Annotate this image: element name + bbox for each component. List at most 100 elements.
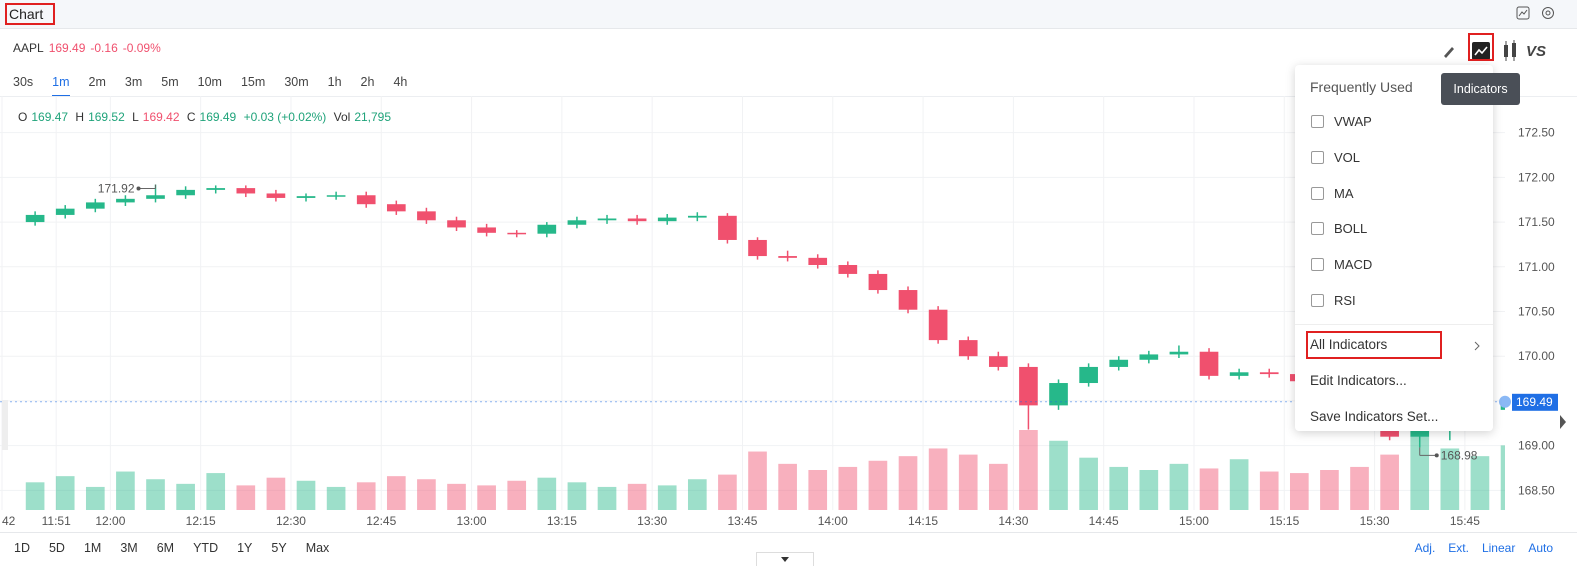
scale-option[interactable]: Adj.	[1414, 541, 1436, 555]
interval-button[interactable]: 1m	[52, 75, 70, 97]
volume-bar	[326, 486, 346, 510]
checkbox[interactable]	[1311, 115, 1324, 128]
menu-checkbox[interactable]: RSI	[1311, 293, 1356, 308]
volume-bar	[1139, 470, 1159, 510]
volume-bar	[567, 482, 587, 510]
volume-bar	[1259, 471, 1279, 510]
vs-button[interactable]: VS	[1526, 43, 1546, 60]
y-tick-label: 168.50	[1518, 483, 1555, 497]
menu-label: MACD	[1334, 257, 1373, 273]
menu-item[interactable]: All Indicators	[1310, 337, 1388, 352]
menu-item[interactable]: Save Indicators Set...	[1310, 409, 1439, 424]
x-tick-label: 15:15	[1269, 514, 1299, 528]
annotation-dot	[1434, 453, 1439, 458]
x-tick-label: 13:00	[457, 514, 487, 528]
menu-checkbox[interactable]: VOL	[1311, 150, 1360, 165]
checkbox[interactable]	[1311, 150, 1324, 164]
checkbox[interactable]	[1311, 294, 1324, 307]
range-button[interactable]: YTD	[193, 541, 219, 555]
candle-icon[interactable]	[1504, 40, 1516, 61]
interval-button[interactable]: 3m	[124, 75, 143, 89]
volume-bar	[1500, 445, 1505, 510]
interval-button[interactable]: 10m	[197, 75, 222, 89]
checkbox[interactable]	[1311, 186, 1324, 200]
interval-button[interactable]: 5m	[161, 75, 179, 89]
candle-body	[116, 198, 135, 203]
interval-button[interactable]: 1h	[327, 75, 342, 89]
range-button[interactable]: 1D	[14, 541, 30, 555]
legend-change: +0.03 (+0.02%)	[243, 110, 327, 124]
checkbox[interactable]	[1311, 222, 1324, 236]
range-bar: 1D 5D 1M 3M 6M YTD 1Y 5Y Max	[14, 541, 348, 555]
divider	[0, 96, 1577, 97]
side-handle[interactable]	[1560, 415, 1566, 429]
range-button[interactable]: 6M	[156, 541, 175, 555]
menu-label: VOL	[1334, 149, 1361, 165]
range-button[interactable]: Max	[305, 541, 330, 555]
volume-bar	[1380, 454, 1399, 510]
legend-value: 169.49	[199, 110, 237, 124]
menu-checkbox[interactable]: BOLL	[1311, 221, 1367, 236]
volume-bar	[988, 463, 1008, 510]
candle-body	[687, 215, 707, 218]
range-button[interactable]: 5D	[48, 541, 65, 555]
legend-label: O	[18, 110, 28, 124]
volume-bar	[748, 451, 767, 510]
x-tick-label: 42	[2, 514, 16, 528]
checkbox[interactable]	[1311, 258, 1324, 272]
submenu-arrow	[1474, 341, 1480, 351]
range-button[interactable]: 3M	[120, 541, 138, 555]
range-button[interactable]: 5Y	[271, 541, 287, 555]
side-handle[interactable]	[2, 400, 8, 450]
y-tick-label: 172.50	[1518, 126, 1555, 140]
x-tick-label: 13:30	[637, 514, 667, 528]
interval-button[interactable]: 2m	[88, 75, 106, 89]
volume-bar	[1229, 459, 1249, 510]
scale-option[interactable]: Auto	[1528, 541, 1553, 555]
highlight-box	[1468, 33, 1494, 61]
interval-button[interactable]: 2h	[360, 75, 375, 89]
volume-bar	[85, 486, 105, 510]
candle-body	[1079, 366, 1098, 384]
menu-checkbox[interactable]: MACD	[1311, 257, 1372, 272]
interval-button[interactable]: 30s	[13, 75, 34, 89]
last-price-dot	[1499, 395, 1511, 408]
x-tick-label: 12:30	[276, 514, 306, 528]
candle-body	[146, 195, 165, 199]
draw-icon[interactable]	[1444, 47, 1454, 58]
toolbar-icons: VS	[1444, 40, 1546, 61]
scale-options: Adj. Ext. Linear Auto	[1402, 541, 1553, 555]
volume-bar	[417, 479, 436, 510]
scale-option[interactable]: Linear	[1481, 541, 1516, 555]
candle-body	[356, 195, 376, 205]
interval-button[interactable]: 4h	[393, 75, 408, 89]
window-icons	[1516, 6, 1554, 20]
range-button[interactable]: 1Y	[237, 541, 253, 555]
interval-button[interactable]: 15m	[240, 75, 266, 89]
x-tick-label: 15:30	[1360, 514, 1390, 528]
menu-label: BOLL	[1334, 221, 1368, 237]
scale-option[interactable]: Ext.	[1448, 541, 1469, 555]
volume-bar	[507, 480, 527, 510]
candle-body	[597, 218, 617, 221]
volume-bar	[687, 479, 707, 510]
volume-bar	[116, 471, 135, 510]
volume-bar	[386, 476, 406, 510]
menu-checkbox[interactable]: MA	[1311, 186, 1354, 201]
volume-bar	[447, 483, 466, 510]
candle-body	[1259, 372, 1279, 375]
collapse-tab[interactable]	[756, 552, 814, 566]
range-button[interactable]: 1M	[83, 541, 102, 555]
volume-bar	[477, 485, 496, 510]
interval-button[interactable]: 30m	[284, 75, 309, 89]
menu-checkbox[interactable]: VWAP	[1311, 114, 1372, 129]
menu-item[interactable]: Edit Indicators...	[1310, 373, 1407, 388]
legend-value: 169.47	[31, 110, 69, 124]
candle-body	[748, 239, 767, 257]
candle-body	[537, 224, 557, 234]
candle-body	[266, 193, 286, 198]
indicator-menu: Frequently Used VWAP VOL MA BOLL MACD RSI All …	[1295, 65, 1493, 431]
candle-body	[386, 204, 406, 212]
candle-body	[25, 214, 45, 223]
